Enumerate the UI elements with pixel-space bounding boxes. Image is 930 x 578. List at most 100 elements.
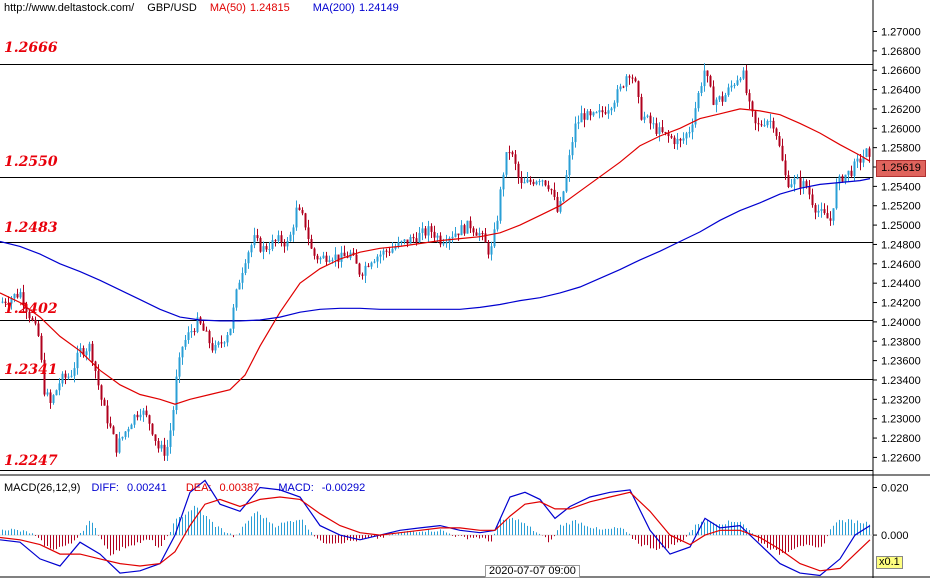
- ma200-line: [0, 178, 871, 322]
- candle-body: [178, 357, 181, 377]
- candle-body: [736, 80, 739, 85]
- ma200-legend: MA(200) 1.24149: [313, 2, 409, 14]
- candle-body: [724, 95, 727, 102]
- candle-body: [448, 238, 451, 243]
- candle-body: [682, 138, 685, 141]
- candle-body: [25, 305, 28, 312]
- candle-body: [601, 110, 604, 113]
- candle-body: [28, 311, 31, 319]
- candle-body: [259, 238, 262, 252]
- candle-body: [67, 376, 70, 378]
- candle-body: [394, 246, 397, 249]
- candle-body: [769, 120, 772, 122]
- ma50-label: MA(50): [209, 2, 246, 14]
- candle-body: [274, 240, 277, 242]
- candle-body: [532, 181, 535, 185]
- candle-body: [337, 254, 340, 262]
- candle-body: [124, 431, 127, 437]
- candle-body: [586, 111, 589, 120]
- candle-body: [127, 429, 130, 432]
- candle-body: [487, 242, 490, 255]
- candle-body: [286, 241, 289, 247]
- candle-body: [637, 81, 640, 97]
- candle-body: [472, 228, 475, 233]
- candle-body: [214, 344, 217, 351]
- price-tick-label: 1.25000: [881, 220, 921, 232]
- candle-body: [427, 226, 430, 236]
- candle-body: [778, 136, 781, 146]
- candle-body: [148, 415, 151, 424]
- candle-body: [685, 133, 688, 139]
- price-tick-label: 1.22800: [881, 433, 921, 445]
- current-price-tag: 1.25619: [876, 160, 926, 177]
- price-tick-label: 1.23200: [881, 394, 921, 406]
- candle-body: [424, 228, 427, 236]
- candle-body: [289, 234, 292, 242]
- candle-body: [772, 120, 775, 129]
- candle-body: [313, 248, 316, 256]
- candle-body: [58, 383, 61, 391]
- ma50-line: [0, 108, 871, 405]
- price-tick-label: 1.26600: [881, 65, 921, 77]
- candle-body: [727, 87, 730, 96]
- ma200-label: MA(200): [312, 2, 355, 14]
- candle-body: [403, 239, 406, 242]
- candle-body: [751, 101, 754, 112]
- candle-body: [292, 227, 295, 235]
- candle-body: [358, 263, 361, 275]
- candle-body: [100, 385, 103, 400]
- dea-legend: DEA: 0.00387: [186, 482, 267, 494]
- candle-body: [334, 254, 337, 260]
- candle-body: [763, 125, 766, 127]
- candle-body: [457, 233, 460, 236]
- level-label-6: 1.2247: [4, 453, 58, 469]
- candle-body: [244, 263, 247, 273]
- candle-body: [235, 289, 238, 308]
- candle-body: [631, 77, 634, 79]
- candle-body: [733, 84, 736, 86]
- price-tick-label: 1.24400: [881, 278, 921, 290]
- candle-body: [454, 233, 457, 237]
- price-tick-label: 1.24800: [881, 239, 921, 251]
- candle-body: [226, 335, 229, 343]
- candle-body: [88, 343, 91, 352]
- candle-body: [547, 185, 550, 190]
- candle-body: [202, 323, 205, 331]
- candle-body: [319, 258, 322, 260]
- candle-body: [136, 414, 139, 418]
- candle-body: [499, 189, 502, 221]
- candle-body: [667, 132, 670, 137]
- candle-body: [277, 235, 280, 242]
- candle-body: [322, 255, 325, 259]
- candle-body: [589, 111, 592, 116]
- candle-body: [703, 70, 706, 87]
- candle-body: [367, 265, 370, 267]
- candle-body: [397, 242, 400, 247]
- candle-body: [640, 96, 643, 120]
- candle-body: [64, 373, 67, 378]
- candle-body: [490, 246, 493, 255]
- dea-value: 0.00387: [219, 482, 260, 494]
- candle-body: [721, 96, 724, 102]
- candle-body: [442, 242, 445, 245]
- candle-body: [565, 175, 568, 192]
- candle-body: [106, 405, 109, 424]
- candle-body: [409, 236, 412, 244]
- macd-dea-line: [0, 491, 871, 572]
- candle-body: [796, 177, 799, 179]
- ma50-legend: MA(50) 1.24815: [210, 2, 300, 14]
- price-tick-label: 1.24200: [881, 298, 921, 310]
- candle-body: [382, 250, 385, 255]
- scale-indicator[interactable]: x0.1: [876, 556, 903, 569]
- candle-body: [676, 138, 679, 145]
- candle-body: [556, 196, 559, 212]
- candle-body: [421, 228, 424, 233]
- candle-body: [475, 232, 478, 236]
- diff-legend: DIFF: 0.00241: [91, 482, 174, 494]
- candle-body: [718, 96, 721, 100]
- candle-body: [823, 209, 826, 214]
- candle-body: [133, 414, 136, 425]
- candle-body: [643, 116, 646, 120]
- candle-body: [46, 392, 49, 395]
